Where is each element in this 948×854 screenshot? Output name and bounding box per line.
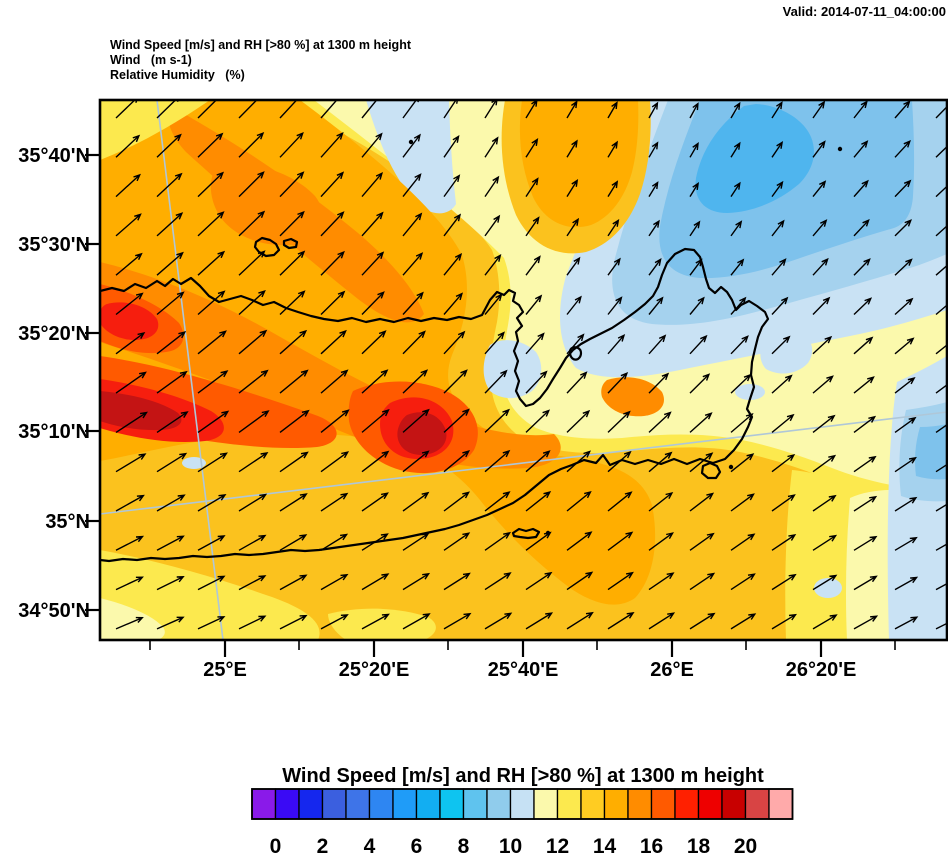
x-axis-label-0: 25°E bbox=[203, 659, 247, 681]
valid-timestamp: Valid: 2014-07-11_04:00:00 bbox=[783, 4, 946, 19]
graticule-meridian-25E bbox=[156, 100, 224, 640]
colorbar-tick-label-14: 14 bbox=[593, 835, 617, 854]
colorbar-cell-2 bbox=[298, 788, 324, 820]
colorbar-cell-11 bbox=[509, 788, 535, 820]
y-axis-label-0: 35°40'N bbox=[18, 145, 90, 167]
colorbar-tick-label-12: 12 bbox=[546, 835, 569, 854]
colorbar-cell-4 bbox=[345, 788, 371, 820]
island-koufonisi bbox=[700, 461, 722, 480]
colorbar-tick-label-16: 16 bbox=[640, 835, 663, 854]
colorbar-cell-19 bbox=[697, 788, 723, 820]
colorbar-tick-label-2: 2 bbox=[317, 835, 329, 854]
y-axis-label-1: 35°30'N bbox=[18, 234, 90, 256]
colorbar-cell-7 bbox=[415, 788, 441, 820]
plot-title-line3: Relative Humidity (%) bbox=[110, 68, 245, 82]
y-axis-label-4: 35°N bbox=[45, 511, 90, 533]
axis-ticks bbox=[85, 153, 896, 657]
colorbar-labels: 0 2 4 6 8 10 12 14 16 18 20 bbox=[270, 835, 758, 854]
colorbar-cell-9 bbox=[462, 788, 488, 820]
contour-field bbox=[100, 100, 947, 640]
colorbar-cell-12 bbox=[533, 788, 559, 820]
graticule bbox=[100, 100, 947, 640]
x-axis-label-1: 25°20'E bbox=[339, 659, 410, 681]
island-small-1 bbox=[282, 237, 299, 250]
y-axis-label-2: 35°20'N bbox=[18, 323, 90, 345]
colorbar-cell-17 bbox=[650, 788, 676, 820]
colorbar-cell-22 bbox=[768, 788, 794, 820]
colorbar-cell-16 bbox=[627, 788, 653, 820]
y-axis-labels: 35°40'N 35°30'N 35°20'N 35°10'N 35°N 34°50'N bbox=[18, 145, 90, 622]
colorbar-cell-6 bbox=[392, 788, 418, 820]
wind-arrows bbox=[115, 100, 947, 630]
colorbar-cell-0 bbox=[251, 788, 277, 820]
colorbar-tick-label-4: 4 bbox=[364, 835, 376, 854]
x-axis-label-2: 25°40'E bbox=[488, 659, 559, 681]
y-axis-label-3: 35°10'N bbox=[18, 421, 90, 443]
colorbar-tick-label-6: 6 bbox=[411, 835, 423, 854]
y-axis-label-5: 34°50'N bbox=[18, 600, 90, 622]
colorbar-cell-10 bbox=[486, 788, 512, 820]
island-chrysi bbox=[511, 527, 541, 540]
coastline-crete bbox=[100, 247, 770, 563]
colorbar-cell-8 bbox=[439, 788, 465, 820]
colorbar-cell-18 bbox=[674, 788, 700, 820]
colorbar-cell-14 bbox=[580, 788, 606, 820]
plot-title-line2: Wind (m s-1) bbox=[110, 53, 192, 67]
x-axis-labels: 25°E 25°20'E 25°40'E 26°E 26°20'E bbox=[203, 659, 856, 681]
legend-title: Wind Speed [m/s] and RH [>80 %] at 1300 … bbox=[282, 765, 764, 787]
colorbar-cell-5 bbox=[368, 788, 394, 820]
colorbar-cell-3 bbox=[321, 788, 347, 820]
graticule-parallel-35N bbox=[100, 411, 947, 515]
colorbar-cell-15 bbox=[603, 788, 629, 820]
colorbar-cell-20 bbox=[721, 788, 747, 820]
colorbar-tick-label-0: 0 bbox=[270, 835, 282, 854]
colorbar-tick-label-10: 10 bbox=[499, 835, 522, 854]
colorbar-tick-label-8: 8 bbox=[458, 835, 470, 854]
island-dia bbox=[253, 236, 281, 258]
x-axis-label-4: 26°20'E bbox=[786, 659, 857, 681]
colorbar-tick-label-18: 18 bbox=[687, 835, 711, 854]
colorbar-cell-13 bbox=[556, 788, 582, 820]
colorbar bbox=[251, 788, 794, 820]
colorbar-tick-label-20: 20 bbox=[734, 835, 757, 854]
coastline bbox=[100, 236, 770, 563]
colorbar-cell-21 bbox=[744, 788, 770, 820]
x-axis-label-3: 26°E bbox=[650, 659, 694, 681]
plot-title-line1: Wind Speed [m/s] and RH [>80 %] at 1300 … bbox=[110, 38, 412, 52]
colorbar-cell-1 bbox=[274, 788, 300, 820]
